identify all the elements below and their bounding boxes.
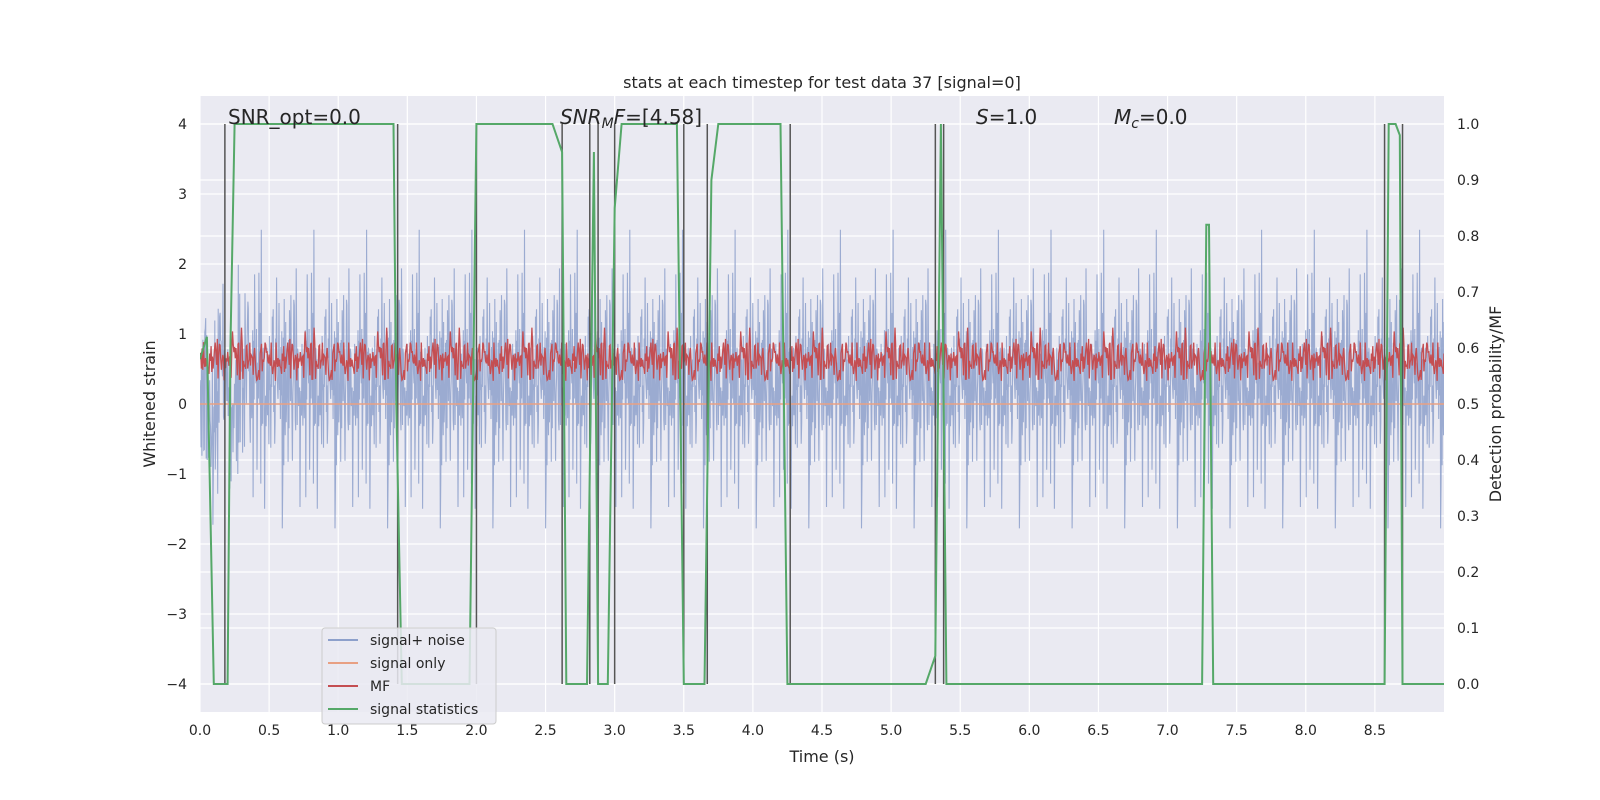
y2-tick-label: 0.8: [1457, 229, 1479, 245]
x-tick-label: 6.5: [1087, 723, 1109, 739]
y-tick-label: −1: [166, 467, 187, 483]
y-tick-labels: −4 −3 −2 −1 0 1 2 3 4: [166, 117, 187, 693]
x-tick-label: 0.0: [189, 723, 211, 739]
y2-tick-label: 0.7: [1457, 285, 1479, 301]
y-tick-label: 3: [178, 187, 187, 203]
y2-tick-label: 1.0: [1457, 117, 1479, 133]
x-tick-label: 4.0: [742, 723, 764, 739]
legend-box: [321, 627, 497, 725]
series-signal-statistics: [200, 123, 1444, 685]
x-tick-label: 5.5: [949, 723, 971, 739]
annotations: SNR_opt=0.0 SNRMF=[4.58] S=1.0 Mc=0.0: [228, 105, 1188, 132]
x-tick-label: 3.5: [673, 723, 695, 739]
x-tick-label: 7.5: [1226, 723, 1248, 739]
y-tick-label: 0: [178, 397, 187, 413]
x-tick-label: 1.0: [327, 723, 349, 739]
y2-tick-label: 0.2: [1457, 565, 1479, 581]
plot-content: [200, 123, 1444, 685]
legend-label-signal-statistics: signal statistics: [370, 702, 478, 718]
y2-tick-label: 0.1: [1457, 621, 1479, 637]
x-tick-label: 3.0: [604, 723, 626, 739]
y-axis-label: Whitened strain: [140, 340, 159, 467]
legend-label-mf: MF: [370, 679, 390, 695]
series-mf: [200, 327, 1444, 382]
x-tick-label: 8.5: [1364, 723, 1386, 739]
y2-tick-label: 0.4: [1457, 453, 1479, 469]
x-tick-label: 0.5: [258, 723, 280, 739]
legend-label-signal-only: signal only: [370, 656, 445, 672]
x-tick-labels: 0.0 0.5 1.0 1.5 2.0 2.5 3.0 3.5 4.0 4.5 5.0 5.5 6.0 6…: [189, 723, 1386, 739]
y-tick-label: −3: [166, 607, 187, 623]
annotation-s: S=1.0: [976, 105, 1037, 129]
y2-tick-labels: 0.0 0.1 0.2 0.3 0.4 0.5 0.6 0.7 0.8 0.9 1.0: [1457, 117, 1479, 693]
x-tick-label: 2.5: [534, 723, 556, 739]
annotation-mc: Mc=0.0: [1114, 105, 1188, 132]
x-tick-label: 5.0: [880, 723, 902, 739]
y-tick-label: −4: [166, 677, 187, 693]
x-tick-label: 7.0: [1156, 723, 1178, 739]
y2-axis-label: Detection probability/MF: [1486, 306, 1505, 503]
annotation-snr-mf: SNRMF=[4.58]: [560, 105, 702, 132]
annotation-snr-opt: SNR_opt=0.0: [228, 105, 361, 129]
y-tick-label: 4: [178, 117, 187, 133]
chart-title: stats at each timestep for test data 37 …: [623, 73, 1021, 92]
y-tick-label: 1: [178, 327, 187, 343]
x-tick-label: 1.5: [396, 723, 418, 739]
x-tick-label: 2.0: [465, 723, 487, 739]
x-tick-label: 6.0: [1018, 723, 1040, 739]
x-axis-label: Time (s): [788, 747, 854, 766]
legend-label-signal-noise: signal+ noise: [370, 633, 465, 649]
x-tick-label: 8.0: [1295, 723, 1317, 739]
y2-tick-label: 0.9: [1457, 173, 1479, 189]
y2-tick-label: 0.5: [1457, 397, 1479, 413]
y-tick-label: −2: [166, 537, 187, 553]
y2-tick-label: 0.6: [1457, 341, 1479, 357]
y-tick-label: 2: [178, 257, 187, 273]
x-tick-label: 4.5: [811, 723, 833, 739]
y2-tick-label: 0.0: [1457, 677, 1479, 693]
legend: signal+ noise signal only MF signal stat…: [321, 627, 497, 725]
y2-tick-label: 0.3: [1457, 509, 1479, 525]
